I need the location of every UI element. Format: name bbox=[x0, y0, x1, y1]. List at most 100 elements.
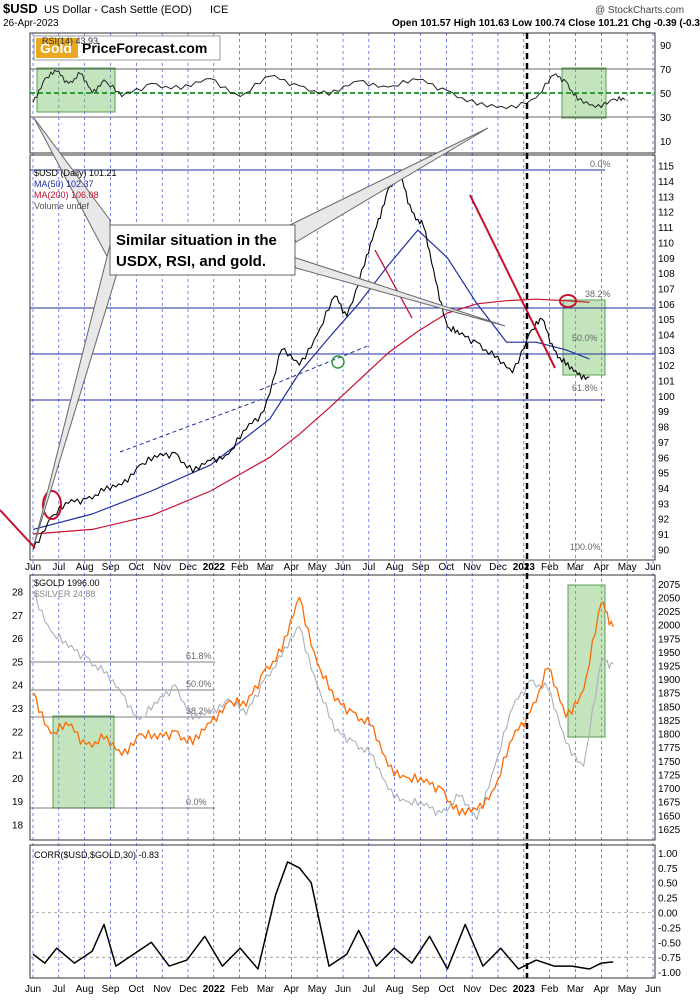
silver-y-tick: 19 bbox=[12, 797, 24, 808]
corr-y-tick: 0.50 bbox=[658, 879, 678, 890]
circle-marker-green bbox=[331, 355, 345, 369]
gold-y-tick: 1975 bbox=[658, 634, 681, 645]
x-axis-label-usd: Jun bbox=[645, 562, 661, 573]
x-axis-label-corr: Mar bbox=[567, 984, 585, 995]
circle-marker-right bbox=[559, 294, 577, 308]
usd-y-tick: 113 bbox=[658, 192, 674, 203]
gold-y-tick: 1925 bbox=[658, 662, 681, 673]
series-layer bbox=[32, 69, 626, 970]
x-axis-label-usd: Aug bbox=[386, 562, 404, 573]
silver-y-tick: 24 bbox=[12, 681, 24, 692]
silver-line bbox=[32, 591, 614, 821]
x-axis-label-usd: Sep bbox=[412, 562, 430, 573]
usd-y-tick: 108 bbox=[658, 269, 675, 280]
trendline-decline-red bbox=[469, 194, 556, 369]
rsi-y-tick: 30 bbox=[660, 113, 672, 124]
trendline-mid-red bbox=[374, 249, 413, 319]
x-axis-label-usd: Sep bbox=[102, 562, 120, 573]
usd-y-tick: 96 bbox=[658, 453, 670, 464]
x-axis-label-corr: Aug bbox=[76, 984, 94, 995]
x-axis-label-usd: Jun bbox=[335, 562, 351, 573]
ma200-line bbox=[32, 298, 590, 535]
callout-pointer-usd-right bbox=[289, 255, 506, 327]
gold-y-tick: 1825 bbox=[658, 716, 681, 727]
x-axis-label-usd: Dec bbox=[179, 562, 197, 573]
x-axis-label-corr: Nov bbox=[153, 984, 171, 995]
x-axis-label-usd: May bbox=[308, 562, 327, 573]
callout-line-1: Similar situation in the bbox=[116, 232, 277, 249]
corr-y-tick: -0.50 bbox=[658, 938, 681, 949]
usd-legend: $USD (Daily) 101.21 bbox=[34, 168, 117, 178]
silver-y-tick: 22 bbox=[12, 727, 24, 738]
x-axis-label-corr: Jun bbox=[645, 984, 661, 995]
x-axis-label-corr: Dec bbox=[179, 984, 197, 995]
usd-fib-label: 50.0% bbox=[572, 333, 598, 343]
usd-y-tick: 106 bbox=[658, 300, 675, 311]
x-axis-label-usd: Feb bbox=[541, 562, 559, 573]
corr-panel-frame bbox=[29, 844, 656, 979]
usd-y-tick: 100 bbox=[658, 392, 675, 403]
x-axis-label-corr: Nov bbox=[463, 984, 481, 995]
usd-y-tick: 112 bbox=[658, 208, 674, 219]
gold-y-tick: 1850 bbox=[658, 702, 681, 713]
x-axis-label-usd: Dec bbox=[489, 562, 507, 573]
x-axis-label-corr: Apr bbox=[594, 984, 610, 995]
callout-pointer-rsi-right bbox=[289, 127, 489, 243]
chart-date: 26-Apr-2023 bbox=[3, 18, 59, 29]
gold-highlight-left bbox=[52, 715, 115, 809]
x-axis-label-corr: 2023 bbox=[513, 984, 536, 995]
gold-legend: $GOLD 1996.00 bbox=[34, 578, 100, 588]
corr-line bbox=[32, 861, 614, 970]
x-axis-label-corr: Apr bbox=[284, 984, 300, 995]
gold-y-tick: 1625 bbox=[658, 825, 681, 836]
usd-legend: MA(50) 102.37 bbox=[34, 179, 94, 189]
silver-y-tick: 25 bbox=[12, 657, 24, 668]
gold-y-tick: 1950 bbox=[658, 648, 681, 659]
usd-y-tick: 97 bbox=[658, 438, 670, 449]
silver-y-tick: 23 bbox=[12, 704, 24, 715]
usd-y-tick: 98 bbox=[658, 423, 670, 434]
gold-fib-label: 0.0% bbox=[186, 797, 207, 807]
usd-fib-label: 61.8% bbox=[572, 383, 598, 393]
gold-line bbox=[32, 596, 614, 816]
gold-y-tick: 1650 bbox=[658, 811, 681, 822]
vertical-gridlines bbox=[32, 33, 654, 978]
gold-y-tick: 2050 bbox=[658, 593, 681, 604]
exchange: ICE bbox=[210, 4, 228, 16]
gold-y-tick: 1875 bbox=[658, 689, 681, 700]
rsi-y-tick: 90 bbox=[660, 41, 672, 52]
x-axis-label-corr: Jun bbox=[25, 984, 41, 995]
rsi-line bbox=[32, 69, 626, 110]
logo-rest-text: PriceForecast.com bbox=[82, 40, 207, 56]
x-axis-label-corr: Mar bbox=[257, 984, 275, 995]
gold-fib-label: 38.2% bbox=[186, 706, 212, 716]
instrument-name: US Dollar - Cash Settle (EOD) bbox=[44, 4, 192, 16]
usd-y-tick: 101 bbox=[658, 377, 675, 388]
gold-y-tick: 2075 bbox=[658, 580, 681, 591]
corr-y-tick: 0.25 bbox=[658, 894, 678, 905]
x-axis-label-usd: Oct bbox=[439, 562, 455, 573]
usd-y-tick: 107 bbox=[658, 284, 675, 295]
symbol: $USD bbox=[3, 1, 38, 16]
usd-legend: MA(200) 106.08 bbox=[34, 190, 99, 200]
x-axis-label-corr: Aug bbox=[386, 984, 404, 995]
silver-y-tick: 27 bbox=[12, 611, 24, 622]
silver-y-tick: 21 bbox=[12, 751, 24, 762]
x-axis-label-corr: Oct bbox=[129, 984, 145, 995]
corr-y-tick: -0.75 bbox=[658, 953, 681, 964]
silver-y-tick: 26 bbox=[12, 634, 24, 645]
x-axis-label-usd: Jul bbox=[362, 562, 375, 573]
x-axis-label-usd: Mar bbox=[567, 562, 585, 573]
usd-y-tick: 104 bbox=[658, 330, 675, 341]
corr-y-tick: 0.75 bbox=[658, 864, 678, 875]
rsi-y-tick: 70 bbox=[660, 65, 672, 76]
x-axis-label-corr: May bbox=[618, 984, 637, 995]
gold-y-tick: 1675 bbox=[658, 798, 681, 809]
usd-y-tick: 94 bbox=[658, 484, 670, 495]
silver-y-tick: 20 bbox=[12, 774, 24, 785]
corr-y-tick: -1.00 bbox=[658, 968, 681, 979]
rsi-y-tick: 10 bbox=[660, 137, 672, 148]
x-axis-label-usd: Nov bbox=[153, 562, 171, 573]
corr-y-tick: 0.00 bbox=[658, 909, 678, 920]
